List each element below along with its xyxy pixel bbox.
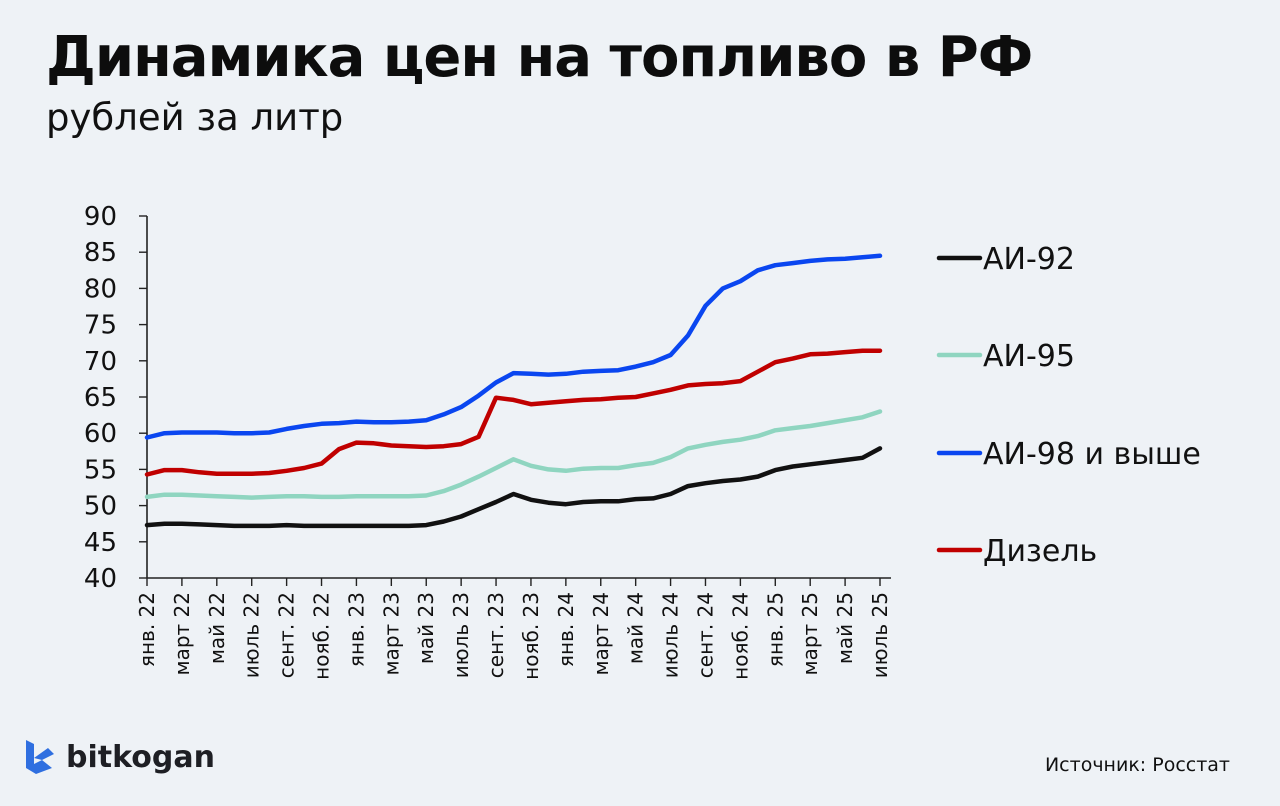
chart-series [144, 253, 883, 529]
legend-label: АИ-95 [983, 339, 1075, 374]
source-note: Источник: Росстат [1044, 754, 1230, 776]
y-tick-label: 85 [84, 238, 117, 268]
y-tick-label: 90 [84, 202, 117, 232]
x-tick-label: июль 22 [240, 592, 264, 678]
legend-label: АИ-92 [983, 242, 1075, 277]
x-tick-label: сент. 23 [484, 592, 508, 678]
x-tick-label: май 25 [833, 592, 857, 664]
x-tick-label: сент. 24 [693, 592, 717, 678]
bitkogan-logo: bitkogan [24, 738, 215, 776]
x-tick-label: янв. 23 [344, 592, 368, 667]
x-tick-label: март 22 [170, 592, 194, 676]
y-tick-label: 45 [84, 528, 117, 558]
x-tick-label: нояб. 24 [728, 592, 752, 680]
series-line-аи-95 [144, 409, 883, 500]
x-tick-label: май 23 [414, 592, 438, 664]
x-tick-label: янв. 25 [763, 592, 787, 667]
x-tick-label: март 25 [798, 592, 822, 676]
x-tick-label: май 24 [624, 592, 648, 664]
y-tick-label: 75 [84, 311, 117, 341]
series-line-аи-92 [144, 446, 883, 529]
bitkogan-logo-icon [26, 740, 54, 774]
x-tick-label: май 22 [205, 592, 229, 664]
series-line-аи-98-и-выше [144, 253, 883, 440]
x-tick-label: июль 24 [659, 592, 683, 678]
x-tick-label: март 23 [379, 592, 403, 676]
chart-subtitle: рублей за литр [46, 96, 344, 139]
x-tick-label: янв. 22 [135, 592, 159, 667]
x-tick-label: июль 25 [868, 592, 892, 678]
y-tick-label: 40 [84, 564, 117, 594]
y-tick-label: 50 [84, 492, 117, 522]
chart-axes: 40 45 50 55 60 65 70 75 80 85 90 янв. 22 март 22 май … [84, 202, 892, 680]
y-tick-label: 55 [84, 455, 117, 485]
y-tick-label: 70 [84, 347, 117, 377]
x-tick-label: янв. 24 [554, 592, 578, 667]
x-tick-label: июль 23 [449, 592, 473, 678]
y-tick-label: 60 [84, 419, 117, 449]
y-tick-label: 80 [84, 274, 117, 304]
chart-title: Динамика цен на топливо в РФ [46, 25, 1033, 90]
legend-label: Дизель [983, 534, 1097, 569]
x-tick-label: март 24 [589, 592, 613, 676]
series-line-дизель [144, 348, 883, 477]
x-tick-label: нояб. 22 [310, 592, 334, 680]
brand-name: bitkogan [66, 739, 215, 775]
chart-legend: АИ-92 АИ-95 АИ-98 и выше Дизель [936, 242, 1201, 569]
legend-label: АИ-98 и выше [983, 437, 1201, 472]
y-tick-label: 65 [84, 383, 117, 413]
x-tick-label: нояб. 23 [519, 592, 543, 680]
x-tick-label: сент. 22 [275, 592, 299, 678]
